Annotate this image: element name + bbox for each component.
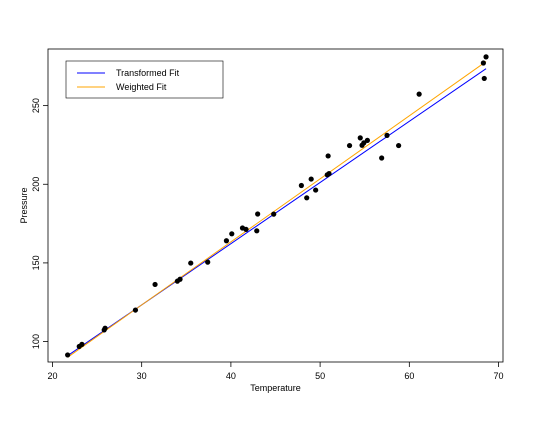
data-point <box>177 276 183 282</box>
y-axis: 100 150 200 250 <box>31 98 48 349</box>
data-point <box>255 211 261 217</box>
data-point <box>384 132 390 138</box>
y-tick-label: 150 <box>31 255 41 270</box>
data-point <box>102 325 108 331</box>
data-point <box>65 352 71 358</box>
x-axis: 20 30 40 50 60 70 <box>47 362 504 381</box>
plot-frame-group <box>47 48 504 363</box>
x-tick-label: 70 <box>494 371 504 381</box>
legend-box <box>65 60 224 99</box>
data-point <box>152 281 158 288</box>
x-axis-label: Temperature <box>250 383 301 393</box>
data-point <box>396 142 402 149</box>
data-point <box>304 195 310 201</box>
data-point <box>254 228 260 234</box>
data-point <box>313 187 319 193</box>
x-tick-label: 50 <box>315 371 325 381</box>
data-point <box>325 153 331 159</box>
x-tick-label: 40 <box>226 371 236 381</box>
plot-frame <box>47 48 504 363</box>
data-point <box>364 137 370 143</box>
fit-line-weighted-fit <box>67 61 487 358</box>
data-point <box>480 60 486 66</box>
data-point <box>326 170 332 177</box>
y-tick-label: 100 <box>31 334 41 349</box>
y-axis-label: Pressure <box>19 187 29 223</box>
data-points <box>65 54 489 358</box>
data-point <box>205 259 211 265</box>
data-point <box>229 231 235 237</box>
y-tick-label: 200 <box>31 177 41 192</box>
legend-label-transformed-fit: Transformed Fit <box>116 68 180 78</box>
data-point <box>223 238 230 244</box>
data-point <box>346 142 353 149</box>
data-point <box>416 91 422 97</box>
data-point <box>379 155 385 161</box>
data-point <box>132 307 139 313</box>
legend: Transformed Fit Weighted Fit <box>65 60 224 99</box>
data-point <box>308 176 314 182</box>
data-point <box>298 182 304 189</box>
data-point <box>271 211 277 217</box>
fit-lines <box>67 61 487 358</box>
x-tick-label: 60 <box>404 371 414 381</box>
data-point <box>243 226 249 233</box>
data-point <box>357 135 363 141</box>
data-point <box>483 54 489 60</box>
x-tick-label: 20 <box>47 371 57 381</box>
data-point <box>188 260 194 266</box>
y-tick-label: 250 <box>31 98 41 113</box>
legend-label-weighted-fit: Weighted Fit <box>116 82 167 92</box>
data-point <box>481 75 487 82</box>
data-point <box>79 341 85 347</box>
x-tick-label: 30 <box>137 371 147 381</box>
